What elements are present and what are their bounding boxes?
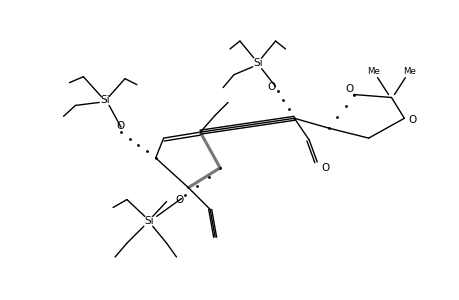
Text: O: O xyxy=(407,115,415,125)
Text: Me: Me xyxy=(366,67,379,76)
Text: O: O xyxy=(116,121,124,131)
Text: O: O xyxy=(320,163,329,173)
Text: O: O xyxy=(267,82,275,92)
Text: Si: Si xyxy=(252,58,262,68)
Text: Me: Me xyxy=(402,67,415,76)
Text: O: O xyxy=(345,84,353,94)
Text: O: O xyxy=(175,194,183,205)
Text: Si: Si xyxy=(144,216,153,226)
Text: Si: Si xyxy=(100,95,110,106)
